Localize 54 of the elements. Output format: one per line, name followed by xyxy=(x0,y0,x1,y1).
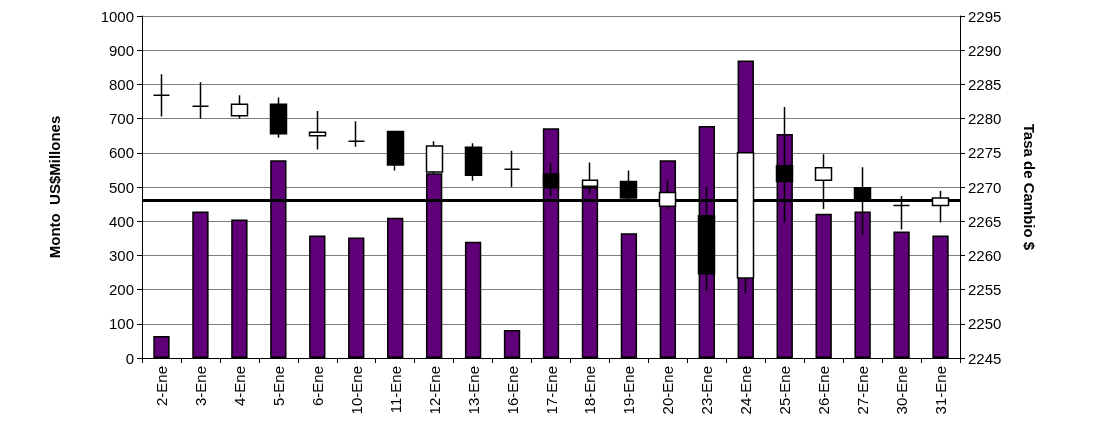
x-tick-label: 26-Ene xyxy=(815,366,833,415)
y-tick-label: 1000 xyxy=(100,7,134,25)
candlestick xyxy=(503,150,521,188)
y2-tick-label: 2280 xyxy=(968,110,1002,128)
x-tick-label: 30-Ene xyxy=(893,366,911,415)
candlestick xyxy=(347,120,366,148)
y2-tick-label: 2250 xyxy=(968,315,1002,333)
y-tick-label: 800 xyxy=(108,75,134,93)
x-tick-label: 16-Ene xyxy=(503,366,521,415)
x-tick-label: 12-Ene xyxy=(425,366,443,415)
candlestick xyxy=(464,142,483,182)
x-tick-label: 31-Ene xyxy=(932,366,950,415)
y2-tick-label: 2270 xyxy=(968,178,1002,196)
candlestick xyxy=(308,110,327,151)
x-tick-label: 13-Ene xyxy=(464,366,482,415)
y2-tick-label: 2245 xyxy=(968,349,1002,367)
x-tick-label: 11-Ene xyxy=(386,366,404,414)
x-tick-label: 4-Ene xyxy=(230,366,248,407)
y-tick-label: 400 xyxy=(108,212,134,230)
y-tick-label: 500 xyxy=(108,178,134,196)
x-tick-label: 2-Ene xyxy=(152,366,170,407)
y-tick-label: 900 xyxy=(108,41,134,59)
x-tick-label: 6-Ene xyxy=(308,366,326,407)
candlestick xyxy=(230,94,249,120)
candlestick xyxy=(269,96,288,139)
y-tick-label: 600 xyxy=(108,144,134,162)
x-tick-label: 23-Ene xyxy=(698,366,716,415)
y-axis-title: Monto US$Millones xyxy=(46,115,63,259)
x-tick-label: 20-Ene xyxy=(659,366,677,415)
candlestick xyxy=(191,81,210,120)
candlestick xyxy=(152,73,171,118)
x-tick-label: 24-Ene xyxy=(737,366,755,415)
candlestick xyxy=(386,130,405,172)
x-tick-label: 3-Ene xyxy=(191,366,209,407)
x-tick-label: 10-Ene xyxy=(347,366,365,415)
x-tick-label: 19-Ene xyxy=(620,366,638,415)
y-tick-label: 300 xyxy=(108,246,134,264)
y2-tick-label: 2260 xyxy=(968,246,1002,264)
x-tick-label: 25-Ene xyxy=(776,366,794,415)
y2-tick-label: 2255 xyxy=(968,281,1002,299)
y-tick-label: 0 xyxy=(125,349,134,367)
y-tick-label: 200 xyxy=(108,281,134,299)
y2-tick-label: 2265 xyxy=(968,212,1002,230)
x-tick-label: 27-Ene xyxy=(854,366,872,415)
x-tick-label: 18-Ene xyxy=(581,366,599,415)
y-tick-label: 100 xyxy=(108,315,134,333)
y2-tick-label: 2275 xyxy=(968,144,1002,162)
y2-tick-label: 2290 xyxy=(968,41,1002,59)
x-tick-label: 5-Ene xyxy=(269,366,287,407)
y-tick-label: 700 xyxy=(108,110,134,128)
y2-tick-label: 2295 xyxy=(968,7,1002,25)
x-tick-label: 17-Ene xyxy=(542,366,560,415)
y2-tick-label: 2285 xyxy=(968,75,1002,93)
y2-axis-title: Tasa de Cambio $ xyxy=(1021,123,1038,251)
